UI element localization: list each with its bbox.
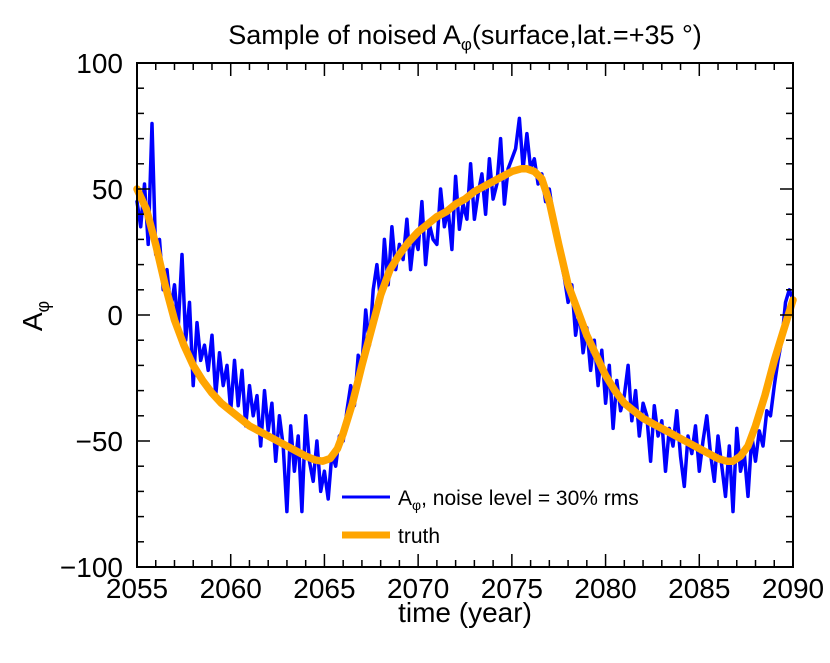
y-tick-label: 100 — [76, 48, 123, 79]
y-axis-label: Aφ — [17, 301, 53, 331]
y-tick-label: −50 — [76, 426, 124, 457]
x-tick-label: 2075 — [481, 573, 543, 604]
series-line-truth — [133, 165, 797, 465]
y-tick-label: 50 — [92, 174, 123, 205]
x-tick-label: 2055 — [106, 573, 168, 604]
x-tick-label: 2090 — [762, 573, 824, 604]
x-tick-label: 2060 — [200, 573, 262, 604]
legend-label-truth: truth — [398, 525, 440, 548]
x-tick-label: 2070 — [387, 573, 449, 604]
x-axis-label: time (year) — [398, 597, 532, 628]
chart-title: Sample of noised Aφ(surface,lat.=+35 °) — [228, 20, 702, 54]
legend-label-noised: Aφ, noise level = 30% rms — [398, 487, 639, 513]
x-tick-label: 2065 — [293, 573, 355, 604]
legend: Aφ, noise level = 30% rms truth — [342, 487, 639, 548]
tick-label-layer: 2055 2060 2065 2070 2075 2080 2085 2090 −100 −50 0… — [60, 48, 824, 604]
series-line-noised — [135, 116, 795, 514]
series-layer — [133, 116, 797, 514]
x-tick-label: 2080 — [574, 573, 636, 604]
y-tick-label: 0 — [107, 300, 123, 331]
y-tick-label: −100 — [60, 552, 123, 583]
plot-frame — [136, 62, 794, 568]
x-tick-label: 2085 — [668, 573, 730, 604]
